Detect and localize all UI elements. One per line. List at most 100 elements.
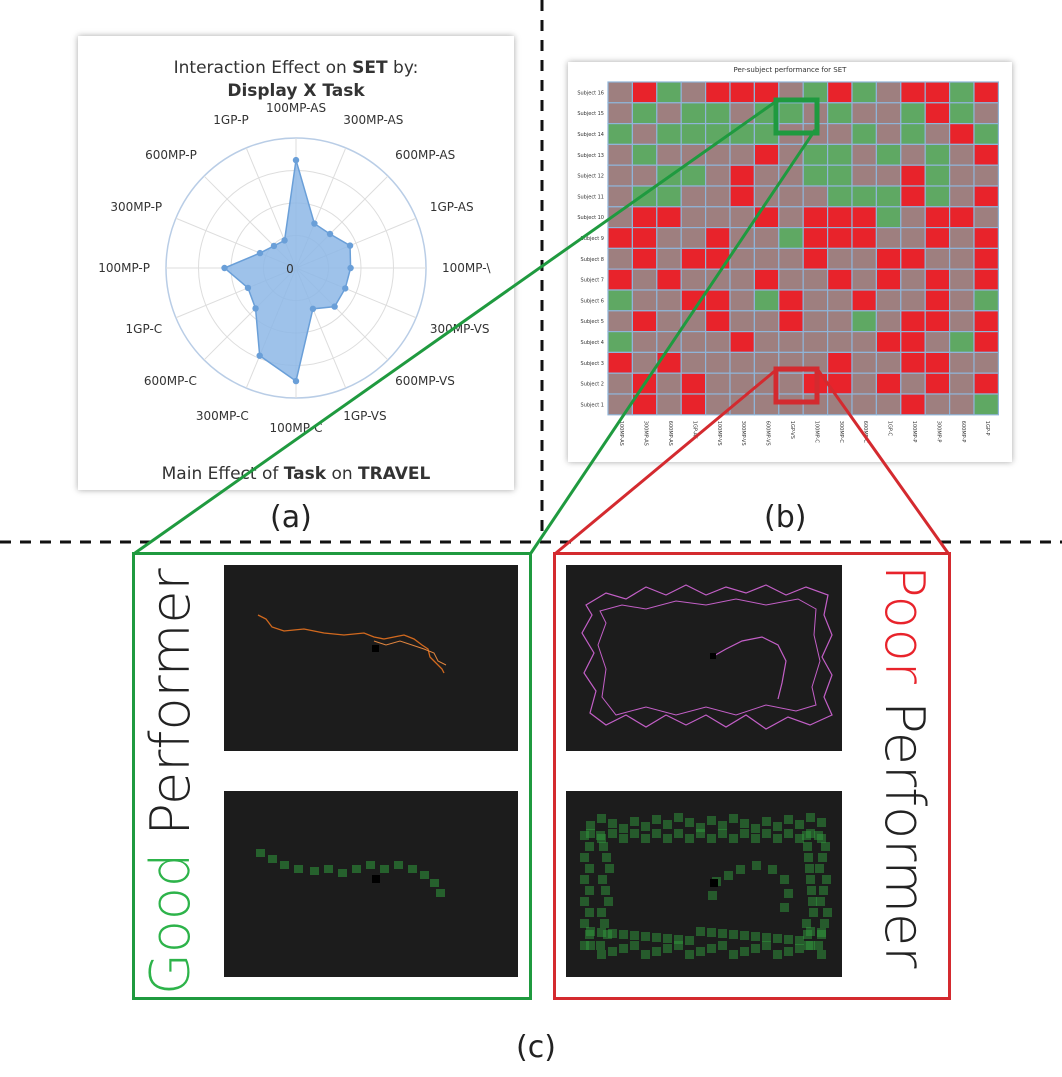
heatmap-col-label: 1GP-C <box>887 421 893 437</box>
poor-heat-cell <box>707 944 716 953</box>
heatmap-col-label: 600MP-AS <box>667 421 673 446</box>
poor-heat-cell <box>586 829 595 838</box>
radar-point <box>270 242 278 250</box>
poor-heat-cell <box>740 947 749 956</box>
poor-heat-cell <box>773 822 782 831</box>
radar-point <box>221 264 228 272</box>
heatmap-col-label: 600MP-P <box>960 421 966 443</box>
poor-heat-cell <box>608 819 617 828</box>
poor-heat-cell <box>718 821 727 830</box>
poor-heat-cell <box>652 933 661 942</box>
poor-heat-cell <box>597 950 606 959</box>
poor-heat-cell <box>630 829 639 838</box>
good-performer-panel: Good Performer <box>132 552 532 1000</box>
heatmap-col-label: 1GP-AS <box>691 421 697 439</box>
caption-b: (b) <box>764 500 807 535</box>
heatmap-col-label: 600MP-C <box>862 421 868 444</box>
poor-heat-cell <box>822 875 831 884</box>
poor-heat-cell <box>762 933 771 942</box>
poor-performer-label: Poor Performer <box>873 565 936 969</box>
radar-axis-label: 600MP-C <box>144 374 197 388</box>
heatmap-col-label: 100MP-AS <box>618 421 624 446</box>
poor-heat-cell <box>601 886 610 895</box>
radar-point <box>256 249 264 257</box>
poor-heat-cell <box>580 831 589 840</box>
poor-heat-cell <box>586 821 595 830</box>
poor-heat-cell <box>817 950 826 959</box>
radar-axis-label: 600MP-VS <box>395 374 455 388</box>
poor-heatmap-view <box>566 791 842 977</box>
radar-axis-label: 100MP-P <box>98 261 150 275</box>
poor-heat-cell <box>708 891 717 900</box>
poor-heat-cell <box>707 834 716 843</box>
poor-heat-cell <box>580 919 589 928</box>
heatmap-row-label: Subject 3 <box>581 361 604 367</box>
poor-heat-cell <box>806 813 815 822</box>
heatmap-row-label: Subject 4 <box>581 340 604 346</box>
poor-heat-cell <box>630 931 639 940</box>
poor-heat-cell <box>729 950 738 959</box>
poor-heat-cell <box>619 944 628 953</box>
heatmap-row-label: Subject 14 <box>577 132 604 138</box>
heatmap-panel: Per-subject performance for SET Subject … <box>568 62 1012 462</box>
poor-heat-cell <box>674 829 683 838</box>
good-trajectory-view <box>224 565 518 751</box>
heatmap-col-label: 300MP-VS <box>740 421 746 446</box>
poor-heat-cell <box>718 829 727 838</box>
poor-heat-cell <box>729 834 738 843</box>
poor-heat-cell <box>663 820 672 829</box>
poor-heat-cell <box>685 834 694 843</box>
radar-axis-label: 300MP-VS <box>430 322 490 336</box>
poor-heat-cell <box>580 875 589 884</box>
heatmap-col-label: 300MP-P <box>935 421 941 443</box>
poor-heat-start-marker <box>710 879 718 887</box>
heatmap-row-label: Subject 6 <box>581 298 604 304</box>
poor-heat-trail <box>580 813 832 959</box>
poor-heat-cell <box>641 834 650 843</box>
poor-heat-cell <box>641 950 650 959</box>
poor-heat-cell <box>718 941 727 950</box>
heatmap-col-label: 100MP-VS <box>716 421 722 446</box>
poor-heat-cell <box>784 829 793 838</box>
poor-heat-cell <box>736 865 745 874</box>
poor-heat-cell <box>768 865 777 874</box>
poor-heat-cell <box>718 929 727 938</box>
poor-heat-cell <box>773 950 782 959</box>
poor-heat-cell <box>585 886 594 895</box>
poor-heat-cell <box>652 829 661 838</box>
heatmap-row-label: Subject 1 <box>581 402 604 408</box>
poor-heat-cell <box>585 842 594 851</box>
poor-heat-cell <box>819 886 828 895</box>
radar-point <box>281 237 288 244</box>
poor-heat-cell <box>729 930 738 939</box>
heatmap-col-label: 100MP-P <box>911 421 917 443</box>
poor-heat-cell <box>597 928 606 937</box>
caption-c: (c) <box>516 1030 556 1065</box>
poor-heat-cell <box>806 875 815 884</box>
radar-point <box>347 264 354 272</box>
radar-axis-label: 1GP-AS <box>430 200 474 214</box>
radar-axis-label: 1GP-C <box>126 322 163 336</box>
poor-heat-cell <box>780 875 789 884</box>
poor-heat-cell <box>674 941 683 950</box>
poor-heat-cell <box>817 818 826 827</box>
poor-heat-cell <box>804 941 813 950</box>
radar-axis-label: 300MP-C <box>196 409 249 423</box>
poor-heat-cell <box>663 934 672 943</box>
poor-heat-cell <box>803 930 812 939</box>
poor-heat-cell <box>585 864 594 873</box>
poor-heat-cell <box>585 908 594 917</box>
radar-axis-label: 300MP-P <box>110 200 162 214</box>
poor-heat-cell <box>685 936 694 945</box>
poor-heat-cell <box>580 941 589 950</box>
poor-heat-cell <box>784 935 793 944</box>
poor-heat-cell <box>641 822 650 831</box>
radar-axis-labels: 100MP-AS 300MP-AS 600MP-AS 1GP-AS 100MP-\ 300… <box>98 101 491 435</box>
poor-start-marker <box>710 653 716 659</box>
poor-heat-cell <box>663 944 672 953</box>
poor-heat-cell <box>784 815 793 824</box>
poor-heat-cell <box>604 897 613 906</box>
radar-point <box>326 230 334 238</box>
